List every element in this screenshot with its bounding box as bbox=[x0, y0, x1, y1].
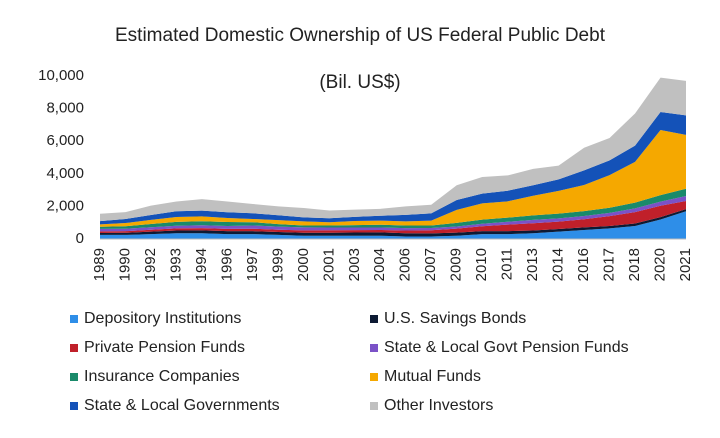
legend-swatch bbox=[370, 315, 378, 323]
x-tick-label: 2007 bbox=[422, 248, 439, 281]
x-tick-label: 2018 bbox=[626, 248, 643, 281]
y-tick-label: 2,000 bbox=[46, 197, 84, 214]
y-tick-label: 0 bbox=[76, 230, 84, 247]
x-tick-label: 1990 bbox=[116, 248, 133, 281]
x-tick-label: 2004 bbox=[371, 248, 388, 281]
legend-label: Private Pension Funds bbox=[84, 339, 245, 356]
legend-swatch bbox=[70, 315, 78, 323]
x-tick-label: 1994 bbox=[193, 248, 210, 281]
y-tick-label: 10,000 bbox=[38, 67, 84, 84]
legend-label: Mutual Funds bbox=[384, 368, 481, 385]
legend-label: Depository Institutions bbox=[84, 310, 241, 327]
area bbox=[100, 200, 686, 234]
x-tick-label: 2006 bbox=[397, 248, 414, 281]
area bbox=[100, 129, 686, 227]
y-tick-label: 4,000 bbox=[46, 165, 84, 182]
x-tick-label: 2014 bbox=[550, 248, 567, 281]
x-tick-label: 1993 bbox=[167, 248, 184, 281]
legend-swatch bbox=[70, 344, 78, 352]
legend-label: Insurance Companies bbox=[84, 368, 240, 385]
area bbox=[100, 209, 686, 237]
y-tick-label: 6,000 bbox=[46, 132, 84, 149]
legend-swatch bbox=[370, 402, 378, 410]
x-tick-label: 1999 bbox=[269, 248, 286, 281]
legend-label: State & Local Governments bbox=[84, 397, 280, 414]
legend-swatch bbox=[70, 402, 78, 410]
legend-label: U.S. Savings Bonds bbox=[384, 310, 526, 327]
chart-title: Estimated Domestic Ownership of US Feder… bbox=[115, 25, 605, 46]
x-tick-label: 1997 bbox=[244, 248, 261, 281]
legend-swatch bbox=[70, 373, 78, 381]
legend-swatch bbox=[370, 373, 378, 381]
x-tick-label: 2009 bbox=[448, 248, 465, 281]
x-tick-label: 2010 bbox=[473, 248, 490, 281]
x-tick-label: 2003 bbox=[346, 248, 363, 281]
x-tick-label: 2020 bbox=[651, 248, 668, 281]
area bbox=[100, 188, 686, 229]
x-tick-label: 2000 bbox=[295, 248, 312, 281]
x-tick-label: 1989 bbox=[91, 248, 108, 281]
x-tick-label: 2016 bbox=[575, 248, 592, 281]
legend-label: State & Local Govt Pension Funds bbox=[384, 339, 629, 356]
x-tick-label: 2017 bbox=[601, 248, 618, 281]
area bbox=[100, 196, 686, 232]
chart-subtitle: (Bil. US$) bbox=[319, 72, 401, 93]
area bbox=[100, 211, 686, 239]
legend-swatch bbox=[370, 344, 378, 352]
x-tick-label: 2013 bbox=[524, 248, 541, 281]
y-tick-label: 8,000 bbox=[46, 100, 84, 117]
legend-label: Other Investors bbox=[384, 397, 493, 414]
x-tick-label: 2001 bbox=[320, 248, 337, 281]
x-tick-label: 2011 bbox=[499, 248, 516, 280]
x-tick-label: 1996 bbox=[218, 248, 235, 281]
x-tick-label: 1992 bbox=[142, 248, 159, 281]
area bbox=[100, 77, 686, 222]
x-tick-label: 2021 bbox=[677, 248, 694, 281]
